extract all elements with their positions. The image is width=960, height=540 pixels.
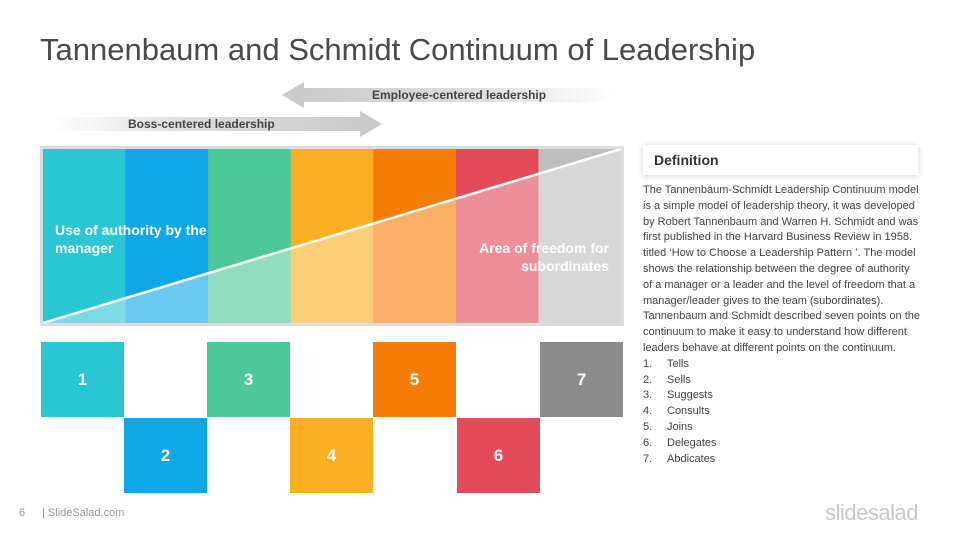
list-item: 7. Abdicates	[643, 452, 716, 465]
continuum-column-1	[43, 149, 127, 323]
step-7: 7	[540, 342, 623, 417]
step-1: 1	[41, 342, 124, 417]
step-3-number: 3	[243, 369, 254, 389]
freedom-label: Area of freedom for subordinates	[479, 240, 609, 274]
page-number: 6	[19, 507, 26, 519]
step-5-number: 5	[409, 369, 420, 389]
list-item: 3. Suggests	[643, 389, 713, 402]
step-1-number: 1	[77, 369, 88, 389]
step-2-number: 2	[160, 445, 171, 465]
continuum-column-7	[538, 149, 621, 323]
step-4: 4	[290, 418, 373, 493]
continuum-chart: Use of authority by the manager Area of …	[40, 146, 624, 326]
authority-label: Use of authority by the manager	[55, 222, 207, 256]
definition-title: Definition	[654, 152, 719, 168]
list-item: 5. Joins	[643, 420, 693, 433]
continuum-diagonal	[43, 149, 621, 323]
step-3: 3	[207, 342, 290, 417]
step-7-number: 7	[576, 369, 587, 389]
leadership-styles-list: 1. Tells 2. Sells 3. Suggests 4. Consults 5.…	[643, 357, 921, 468]
step-4-number: 4	[326, 445, 337, 465]
boss-centered-label: Boss-centered leadership	[128, 117, 275, 131]
employee-centered-arrow: Employee-centered leadership	[282, 82, 612, 108]
footer-brand: | SlideSalad.com	[42, 507, 125, 519]
list-item: 1. Tells	[643, 357, 690, 370]
continuum-column-3	[208, 149, 292, 323]
definition-header: Definition	[643, 145, 918, 175]
continuum-column-5	[373, 149, 457, 323]
step-5: 5	[373, 342, 456, 417]
continuum-graphic	[43, 149, 621, 323]
list-item: 6. Delegates	[643, 436, 717, 449]
step-6-number: 6	[493, 445, 504, 465]
slidesalad-logo: slidesalad	[825, 500, 918, 525]
list-item: 2. Sells	[643, 373, 691, 386]
employee-centered-label: Employee-centered leadership	[372, 88, 547, 102]
arrow-right-icon	[52, 111, 382, 137]
boss-centered-arrow: Boss-centered leadership	[52, 111, 382, 137]
list-item: 4. Consults	[643, 405, 710, 418]
definition-paragraph: The Tannenbaum-Schmidt Leadership Contin…	[643, 184, 921, 354]
step-6: 6	[457, 418, 540, 493]
arrow-left-icon	[282, 82, 612, 108]
definition-body: The Tannenbaum-Schmidt Leadership Contin…	[643, 183, 921, 467]
step-2: 2	[124, 418, 207, 493]
slide-title: Tannenbaum and Schmidt Continuum of Lead…	[40, 32, 756, 67]
